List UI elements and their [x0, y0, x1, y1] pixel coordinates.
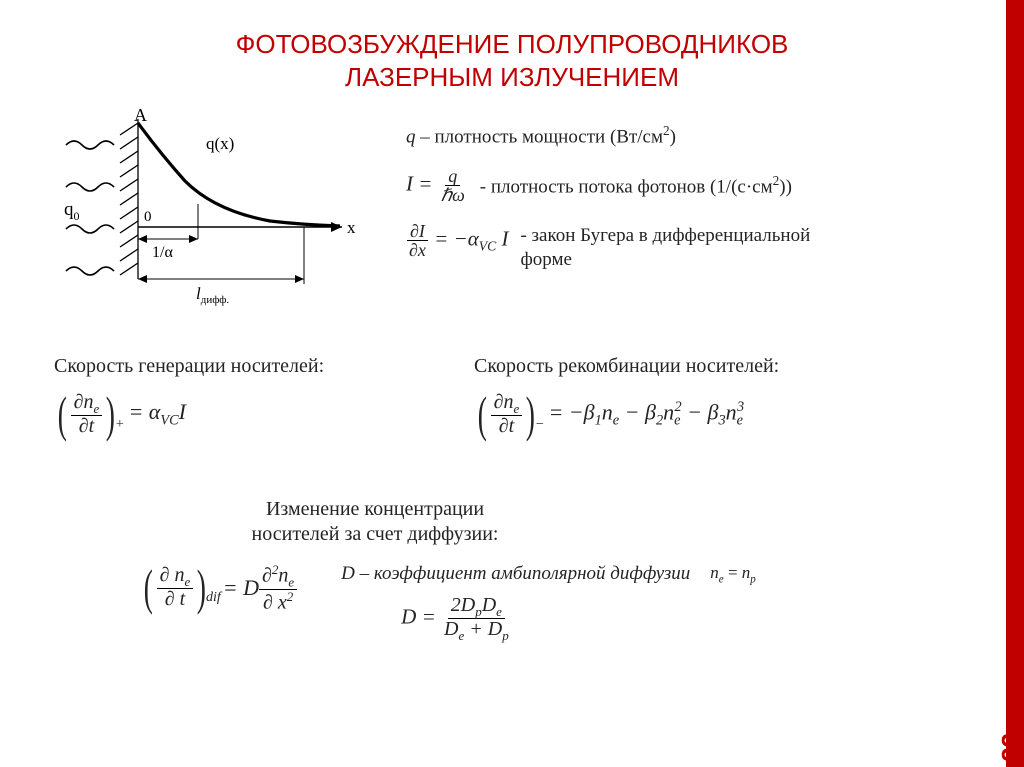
penetration-diagram: A x 0 q(x) q0 1/α [60, 109, 360, 319]
ldiff-label: lдифф. [196, 284, 229, 306]
alpha-arrow-l [138, 235, 147, 243]
bouguer-num: ∂I [407, 222, 428, 241]
alpha-label: 1/α [152, 244, 173, 261]
bouguer-alpha: α [468, 226, 479, 250]
bouguer-vc: VC [479, 239, 496, 254]
alpha-arrow-r [189, 235, 198, 243]
def-bouguer: ∂I ∂x = −αVC I - закон Бугера в дифферен… [406, 222, 810, 272]
D-formula: D = 2DpDe De + Dp [401, 595, 756, 642]
def-I: I = q ℏω - плотность потока фотонов (1/(… [406, 167, 810, 204]
rates-row: Скорость генерации носителей: ( ∂ne ∂t )… [54, 355, 986, 437]
q-close: ) [670, 126, 676, 147]
q-symbol: q [406, 126, 416, 147]
content-area: A x 0 q(x) q0 1/α [0, 105, 1006, 745]
bouguer-text2: форме [520, 249, 571, 270]
recombination-label: Скорость рекомбинации носителей: [474, 355, 779, 378]
diffusion-label-row: Изменение концентрации носителей за счет… [230, 497, 830, 547]
I-num: q [445, 167, 460, 186]
generation-formula: ( ∂ne ∂t ) + = αVCI [54, 392, 434, 437]
generation-label: Скорость генерации носителей: [54, 355, 434, 378]
title-line2: ЛАЗЕРНЫМ ИЗЛУЧЕНИЕМ [345, 62, 679, 92]
curve-label: q(x) [206, 134, 234, 153]
bouguer-den: ∂x [406, 241, 429, 259]
I-close: )) [779, 176, 792, 197]
slide-title: ФОТОВОЗБУЖДЕНИЕ ПОЛУПРОВОДНИКОВ ЛАЗЕРНЫМ… [0, 0, 1024, 101]
q0-label: q0 [64, 199, 80, 223]
accent-bar [1006, 0, 1024, 767]
diagram-svg: A x 0 q(x) q0 1/α [60, 109, 360, 319]
title-line1: ФОТОВОЗБУЖДЕНИЕ ПОЛУПРОВОДНИКОВ [236, 29, 789, 59]
recombination-block: Скорость рекомбинации носителей: ( ∂ne ∂… [474, 355, 779, 437]
hatched-wall [120, 119, 138, 279]
ldiff-arrow-l [138, 275, 147, 283]
I-den: ℏω [438, 186, 468, 204]
q-text: – плотность мощности (Вт/см [416, 126, 663, 147]
generation-block: Скорость генерации носителей: ( ∂ne ∂t )… [54, 355, 434, 437]
diffusion-equation: ( ∂ ne ∂ t ) dif = D ∂2ne ∂ x2 [140, 563, 297, 612]
bouguer-eq: = − [434, 226, 468, 250]
zero-label: 0 [144, 209, 152, 225]
diffusion-label: Изменение концентрации носителей за счет… [230, 497, 520, 547]
I-text: - плотность потока фотонов (1/(с·см [480, 176, 773, 197]
x-axis-label: x [347, 218, 356, 237]
bouguer-I: I [496, 226, 508, 250]
label-A: A [134, 109, 147, 125]
nenp-relation: ne = np [710, 563, 756, 585]
diffusion-coefficient-block: D – коэффициент амбиполярной диффузии ne… [341, 563, 756, 642]
bouguer-text1: - закон Бугера в дифференциальной [520, 225, 810, 246]
def-q: q – плотность мощности (Вт/см2) [406, 123, 810, 149]
diffusion-row: ( ∂ ne ∂ t ) dif = D ∂2ne ∂ x2 D – коэфф… [140, 563, 976, 642]
I-lhs: I = [406, 171, 438, 195]
curve-qx [138, 123, 340, 226]
recombination-formula: ( ∂ne ∂t ) − = −β1ne − β2ne2 − β3ne3 [474, 392, 779, 437]
ldiff-arrow-r [295, 275, 304, 283]
D-text: D – коэффициент амбиполярной диффузии [341, 563, 690, 585]
q-sup: 2 [663, 123, 670, 138]
definitions-block: q – плотность мощности (Вт/см2) I = q ℏω… [406, 123, 810, 290]
